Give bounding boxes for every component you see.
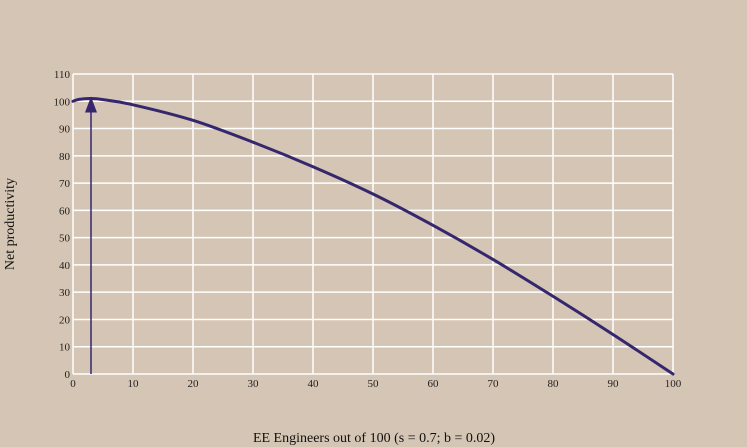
y-tick-110: 110	[54, 69, 71, 81]
y-tick-90: 90	[59, 124, 71, 136]
x-tick-10: 10	[128, 378, 140, 390]
x-tick-70: 70	[488, 378, 500, 390]
x-tick-40: 40	[308, 378, 320, 390]
x-tick-50: 50	[368, 378, 380, 390]
y-tick-100: 100	[54, 96, 71, 108]
x-tick-20: 20	[188, 378, 200, 390]
x-tick-30: 30	[248, 378, 260, 390]
y-tick-0: 0	[65, 369, 71, 381]
x-tick-labels: 0 10 20 30 40 50 60 70 80 90 100	[70, 378, 682, 390]
y-tick-50: 50	[59, 233, 71, 245]
y-tick-10: 10	[59, 342, 71, 354]
x-tick-90: 90	[608, 378, 620, 390]
y-tick-labels: 0 10 20 30 40 50 60 70 80 90 100 110	[54, 69, 71, 381]
y-tick-60: 60	[59, 205, 71, 217]
x-tick-0: 0	[70, 378, 76, 390]
y-tick-30: 30	[59, 287, 71, 299]
y-tick-40: 40	[59, 260, 71, 272]
y-tick-20: 20	[59, 314, 71, 326]
grid	[72, 73, 674, 375]
y-tick-80: 80	[59, 151, 71, 163]
series	[71, 97, 675, 376]
x-tick-60: 60	[428, 378, 440, 390]
y-axis-title: Net productivity	[3, 178, 18, 270]
annotation-arrow-head-0	[85, 96, 97, 113]
annotations	[85, 96, 97, 374]
x-axis-title: EE Engineers out of 100 (s = 0.7; b = 0.…	[253, 431, 495, 446]
x-tick-100: 100	[665, 378, 682, 390]
y-tick-70: 70	[59, 178, 71, 190]
x-tick-80: 80	[548, 378, 560, 390]
series-line-0	[71, 97, 675, 376]
